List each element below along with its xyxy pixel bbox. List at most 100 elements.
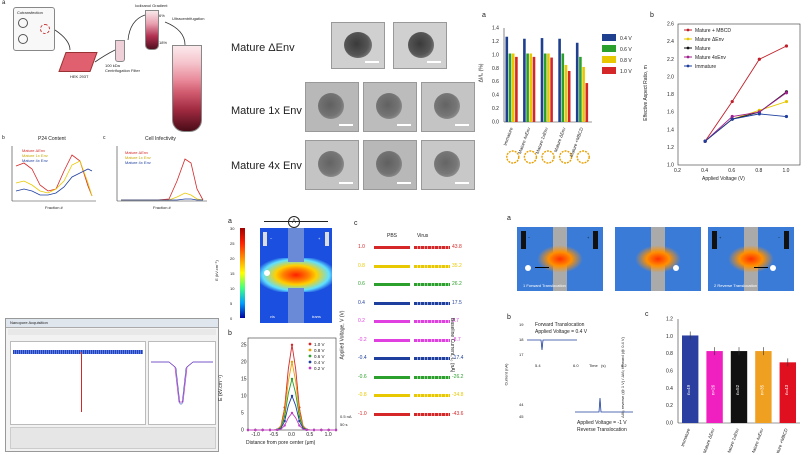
trace-row: 0.8 35.2	[340, 261, 462, 273]
workflow-arrows	[54, 14, 186, 63]
line-top-panel: b 1.0 1.2 1.4 1.6 1.8 2.0 2.2 2.4 2.6 0.2 0.4 0.6 0.…	[643, 10, 805, 185]
data-point	[290, 394, 294, 398]
legend-label: Immature	[695, 64, 716, 70]
x-tick-label: Mature 4xEnv	[517, 126, 531, 155]
plasmid-icon	[18, 34, 28, 44]
voltage-label: 0.6	[358, 281, 365, 287]
voltage-label: -0.2	[358, 336, 367, 343]
series-line	[704, 101, 787, 142]
trace-rows: 1.0 43.8 0.8 35.2 0.6 26.2 0.4 17.5 0.2 8.7 -0.2 -8…	[340, 242, 463, 432]
x-axis-label: Distance from pore center (μm)	[246, 440, 316, 446]
legend-label: 0.8 V	[314, 348, 325, 353]
voltage-label: -0.6	[358, 373, 367, 380]
bar	[505, 36, 509, 122]
trace-row: 1.0 43.8	[340, 242, 462, 254]
sim-caption: 1 Forward Translocation	[523, 283, 566, 288]
bar	[755, 351, 772, 423]
legend-marker	[308, 342, 312, 346]
efield-chart: 0 5 10 15 20 25 -1.0 -0.5 0.0 0.5 1.0 1.0 V0.8 V0.6…	[241, 337, 338, 438]
data-point	[283, 419, 286, 423]
y-tick-label: 10	[241, 393, 247, 399]
reverse-title: Reverse Translocation	[577, 427, 627, 433]
data-point	[730, 114, 734, 119]
workflow-panel: a Cotransfection HEK 293T 100 kDa Centri…	[0, 0, 220, 135]
y-tick-label: 1.0	[667, 163, 674, 169]
virus-trace	[414, 320, 450, 323]
legend-marker	[686, 64, 690, 68]
y-tick-label: 1.0	[666, 334, 673, 340]
y-tick-label: 0.8	[492, 66, 499, 72]
bar	[730, 351, 748, 423]
data-point	[757, 112, 761, 116]
legend-label: 0.2 V	[314, 366, 325, 371]
x-tick-label: Mature 4xEnv	[750, 427, 764, 453]
legend-marker	[308, 354, 312, 358]
bar	[529, 53, 533, 123]
scale-bar-x: 50 s	[340, 422, 348, 427]
n-label: n=26	[711, 384, 716, 395]
cotransfection-box: Cotransfection	[13, 7, 55, 51]
bar	[543, 53, 547, 123]
scale-bar-y: 0.5 nA	[340, 414, 352, 419]
filter-tube-icon	[115, 40, 125, 62]
legend-swatch	[602, 34, 616, 41]
ratio-panel: c 0.0 0.2 0.4 0.6 0.8 1.0 1.2 n=49 Immature n=26 M…	[620, 305, 805, 453]
data-point	[320, 428, 323, 432]
x-tick-label: Mature 1xEnv	[726, 427, 740, 453]
tem-image	[305, 140, 359, 190]
panel-label: b	[507, 314, 511, 321]
y-tick-label: 2.2	[667, 57, 674, 63]
pbs-trace	[374, 394, 410, 397]
data-point	[312, 428, 316, 432]
sim-frame: + − 2 Reverse Translocation	[708, 227, 794, 291]
x-axis-label: Fraction #	[45, 205, 63, 210]
ultracentrifuge-tube-icon	[172, 45, 202, 132]
data-point	[730, 117, 734, 121]
data-point	[254, 428, 257, 432]
bar	[579, 56, 582, 122]
bar	[575, 42, 579, 123]
bar	[582, 66, 585, 122]
y-tick-label: 20	[241, 359, 247, 365]
y-tick-label: 0.6	[492, 79, 499, 85]
infect-series-blue	[121, 198, 203, 201]
legend-entry: Mature 4x Env	[22, 158, 48, 163]
virus-trace	[414, 412, 450, 416]
y-tick-label: 0.6	[666, 369, 673, 375]
x-tick-label: Immature	[680, 427, 691, 447]
legend-label: 0.6 V	[314, 354, 325, 359]
virus-trace	[414, 301, 450, 305]
ammeter-icon: A	[288, 216, 300, 228]
p24-series-blue	[15, 168, 93, 196]
electrode	[521, 231, 526, 249]
legend-label: Mature 4xEnv	[695, 55, 726, 61]
voltage-label: 0.2	[358, 318, 365, 324]
panel-label: a	[2, 0, 6, 6]
voltage-label: -1.0	[358, 410, 367, 417]
y-tick-label: 1.0	[492, 52, 499, 58]
plot-frame	[677, 23, 801, 166]
bar	[547, 53, 550, 123]
legend-label: Mature + MBCD	[695, 28, 731, 34]
pbs-trace	[374, 320, 410, 323]
trace-row: 0.4 17.5	[340, 298, 462, 310]
virus-trace	[414, 246, 450, 249]
legend-entry: Mature 4x Env	[125, 160, 151, 165]
data-point	[305, 428, 308, 432]
current-label: 26.2	[452, 281, 462, 287]
virus-trace	[414, 357, 450, 360]
software-window: Nanopore Acquisition	[5, 318, 219, 452]
virus-glyph	[558, 150, 573, 164]
reverse-voltage: Applied Voltage = -1 V	[577, 420, 627, 426]
sim-caption: 2 Reverse Translocation	[714, 283, 758, 288]
arrow-right-icon	[535, 267, 549, 268]
y-tick-label: 0.8	[666, 351, 673, 357]
y-tick-label: 1.6	[667, 110, 674, 116]
x-tick-label: 0.0	[288, 432, 295, 438]
n-label: n=43	[784, 384, 789, 395]
y-axis-label: Effective Aspect Ratio, m	[642, 65, 649, 121]
legend-label: 0.6 V	[620, 47, 632, 53]
legend-label: 0.8 V	[620, 58, 632, 64]
legend-label: 0.4 V	[314, 360, 325, 365]
